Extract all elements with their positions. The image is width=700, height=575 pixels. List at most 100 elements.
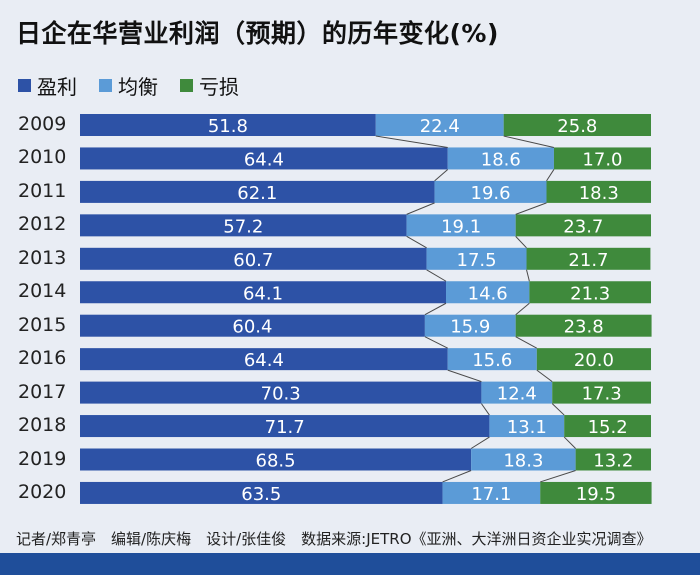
bar-loss xyxy=(526,247,651,270)
data-label-profit: 60.4 xyxy=(232,317,272,338)
year-label: 2009 xyxy=(18,113,67,135)
data-label-loss: 17.3 xyxy=(582,384,622,405)
bar-loss xyxy=(529,281,651,304)
year-label: 2011 xyxy=(18,179,67,202)
legend-label-profit: 盈利 xyxy=(37,74,77,99)
data-label-balance: 13.1 xyxy=(507,417,547,438)
year-label: 2018 xyxy=(18,414,67,437)
legend-item-profit: 盈利 xyxy=(18,71,77,100)
data-label-balance: 17.1 xyxy=(471,484,511,505)
legend: 盈利 均衡 亏损 xyxy=(18,74,239,99)
year-label: 2017 xyxy=(18,380,67,403)
bar-balance xyxy=(447,348,537,371)
footer-credits: 记者/郑青亭 编辑/陈庆梅 设计/张佳俊 数据来源:JETRO《亚洲、大洋洲日资… xyxy=(16,530,652,548)
connector-line xyxy=(515,336,538,349)
connector-line xyxy=(551,403,565,416)
bar-balance xyxy=(426,247,527,270)
bar-profit xyxy=(80,247,427,270)
data-label-loss: 23.8 xyxy=(564,317,604,338)
data-label-balance: 22.4 xyxy=(420,116,460,137)
bar-balance xyxy=(375,114,504,136)
data-label-profit: 62.1 xyxy=(237,183,277,204)
data-label-loss: 15.2 xyxy=(588,417,628,438)
bar-loss xyxy=(553,147,651,170)
connector-line xyxy=(406,235,427,249)
bottom-bar xyxy=(0,553,700,575)
connector-line xyxy=(375,135,448,148)
data-label-profit: 60.7 xyxy=(233,250,273,271)
data-label-loss: 21.3 xyxy=(570,283,610,304)
data-label-balance: 14.6 xyxy=(468,283,508,304)
data-label-profit: 64.4 xyxy=(244,350,284,371)
data-label-loss: 21.7 xyxy=(568,250,608,271)
connector-line xyxy=(426,269,447,282)
bar-balance xyxy=(434,180,547,203)
bar-balance xyxy=(447,147,554,170)
data-label-profit: 64.4 xyxy=(244,149,284,170)
bar-loss xyxy=(540,481,652,504)
connector-line xyxy=(540,470,576,483)
year-label: 2016 xyxy=(18,347,67,370)
stacked-bar-chart: 51.8 22.4 25.8 64.4 18.6 17.0 62.1 19.6 18.3 57.2… xyxy=(80,114,652,505)
bar-balance xyxy=(471,448,576,471)
legend-swatch-loss xyxy=(180,78,193,92)
bar-loss xyxy=(546,180,651,203)
bar-profit xyxy=(80,214,407,237)
connector-line xyxy=(434,169,449,182)
data-label-profit: 63.5 xyxy=(241,484,281,505)
year-label: 2019 xyxy=(18,447,67,470)
year-label: 2010 xyxy=(18,146,67,169)
bar-profit xyxy=(80,314,425,337)
bar-profit xyxy=(80,448,472,471)
year-label: 2013 xyxy=(18,246,67,269)
connector-line xyxy=(481,403,490,416)
bar-loss xyxy=(515,314,652,337)
data-label-profit: 71.7 xyxy=(265,417,305,438)
legend-item-balance: 均衡 xyxy=(99,71,158,100)
bar-balance xyxy=(446,281,530,304)
connector-line xyxy=(546,169,555,182)
year-label: 2020 xyxy=(18,480,67,503)
connector-line xyxy=(406,202,435,215)
data-label-balance: 18.3 xyxy=(503,451,543,472)
data-label-balance: 19.6 xyxy=(471,183,511,204)
bar-profit xyxy=(80,415,490,438)
legend-swatch-balance xyxy=(99,78,112,92)
bar-balance xyxy=(406,214,516,237)
data-label-loss: 17.0 xyxy=(582,149,622,170)
connector-line xyxy=(563,436,576,449)
legend-label-balance: 均衡 xyxy=(118,74,158,99)
connector-line xyxy=(503,135,555,148)
bar-profit xyxy=(80,481,443,504)
connector-line xyxy=(515,236,527,249)
connector-line xyxy=(470,436,490,449)
data-label-balance: 17.5 xyxy=(457,250,497,271)
data-label-balance: 18.6 xyxy=(481,149,521,170)
data-label-profit: 68.5 xyxy=(256,451,296,472)
connector-line xyxy=(515,202,547,215)
data-label-loss: 23.7 xyxy=(563,216,603,237)
bar-profit xyxy=(80,281,447,304)
year-label: 2014 xyxy=(18,280,67,303)
bar-loss xyxy=(564,415,651,438)
data-label-balance: 19.1 xyxy=(441,216,481,237)
data-label-loss: 19.5 xyxy=(576,484,616,505)
data-label-profit: 70.3 xyxy=(261,384,301,405)
connector-line xyxy=(424,336,448,349)
bar-balance xyxy=(481,381,553,404)
legend-item-loss: 亏损 xyxy=(180,71,239,100)
data-label-balance: 15.9 xyxy=(450,317,490,338)
connector-line xyxy=(515,302,530,316)
connector-line xyxy=(424,302,447,316)
data-label-balance: 15.6 xyxy=(472,350,512,371)
year-label: 2015 xyxy=(18,313,67,336)
connector-line xyxy=(447,369,482,383)
connector-line xyxy=(536,369,553,383)
bar-balance xyxy=(424,314,516,337)
bar-profit xyxy=(80,348,448,371)
data-label-balance: 12.4 xyxy=(497,384,537,405)
connector-line xyxy=(442,470,472,483)
chart-title: 日企在华营业利润（预期）的历年变化(%) xyxy=(16,19,499,48)
bar-profit xyxy=(80,147,448,170)
bar-loss xyxy=(575,448,651,471)
